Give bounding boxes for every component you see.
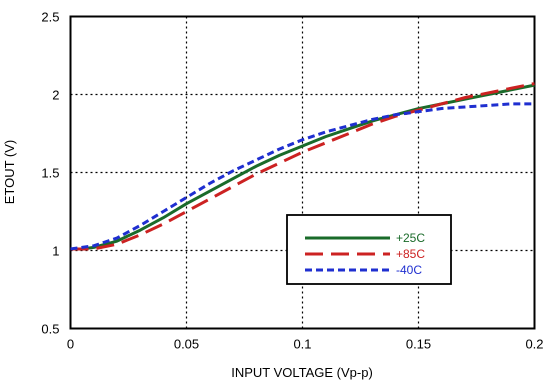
x-axis-title: INPUT VOLTAGE (Vp-p) <box>231 365 373 380</box>
tick-labels: 0 0.05 0.1 0.15 0.2 0.5 1 1.5 2 2.5 <box>41 10 543 352</box>
y-axis-title: ETOUT (V) <box>2 140 17 205</box>
legend: +25C +85C -40C <box>286 214 452 285</box>
legend-label: +25C <box>396 231 425 245</box>
data-series-group <box>70 82 535 251</box>
y-tick-label: 2 <box>52 88 59 103</box>
y-tick-label: 2.5 <box>41 10 59 25</box>
legend-label: -40C <box>396 263 422 277</box>
legend-label: +85C <box>396 247 425 261</box>
x-tick-label: 0.2 <box>525 337 543 352</box>
series-line-25C <box>70 83 535 251</box>
series-line-85C <box>70 82 535 251</box>
y-tick-label: 1.5 <box>41 166 59 181</box>
y-tick-label: 0.5 <box>41 322 59 337</box>
x-tick-label: 0.05 <box>174 337 199 352</box>
x-tick-label: 0 <box>67 337 74 352</box>
series-line-40C <box>70 102 535 251</box>
y-tick-label: 1 <box>52 244 59 259</box>
x-tick-label: 0.1 <box>293 337 311 352</box>
legend-box <box>286 214 452 285</box>
x-tick-label: 0.15 <box>406 337 431 352</box>
legend-items: +25C +85C -40C <box>305 231 425 277</box>
